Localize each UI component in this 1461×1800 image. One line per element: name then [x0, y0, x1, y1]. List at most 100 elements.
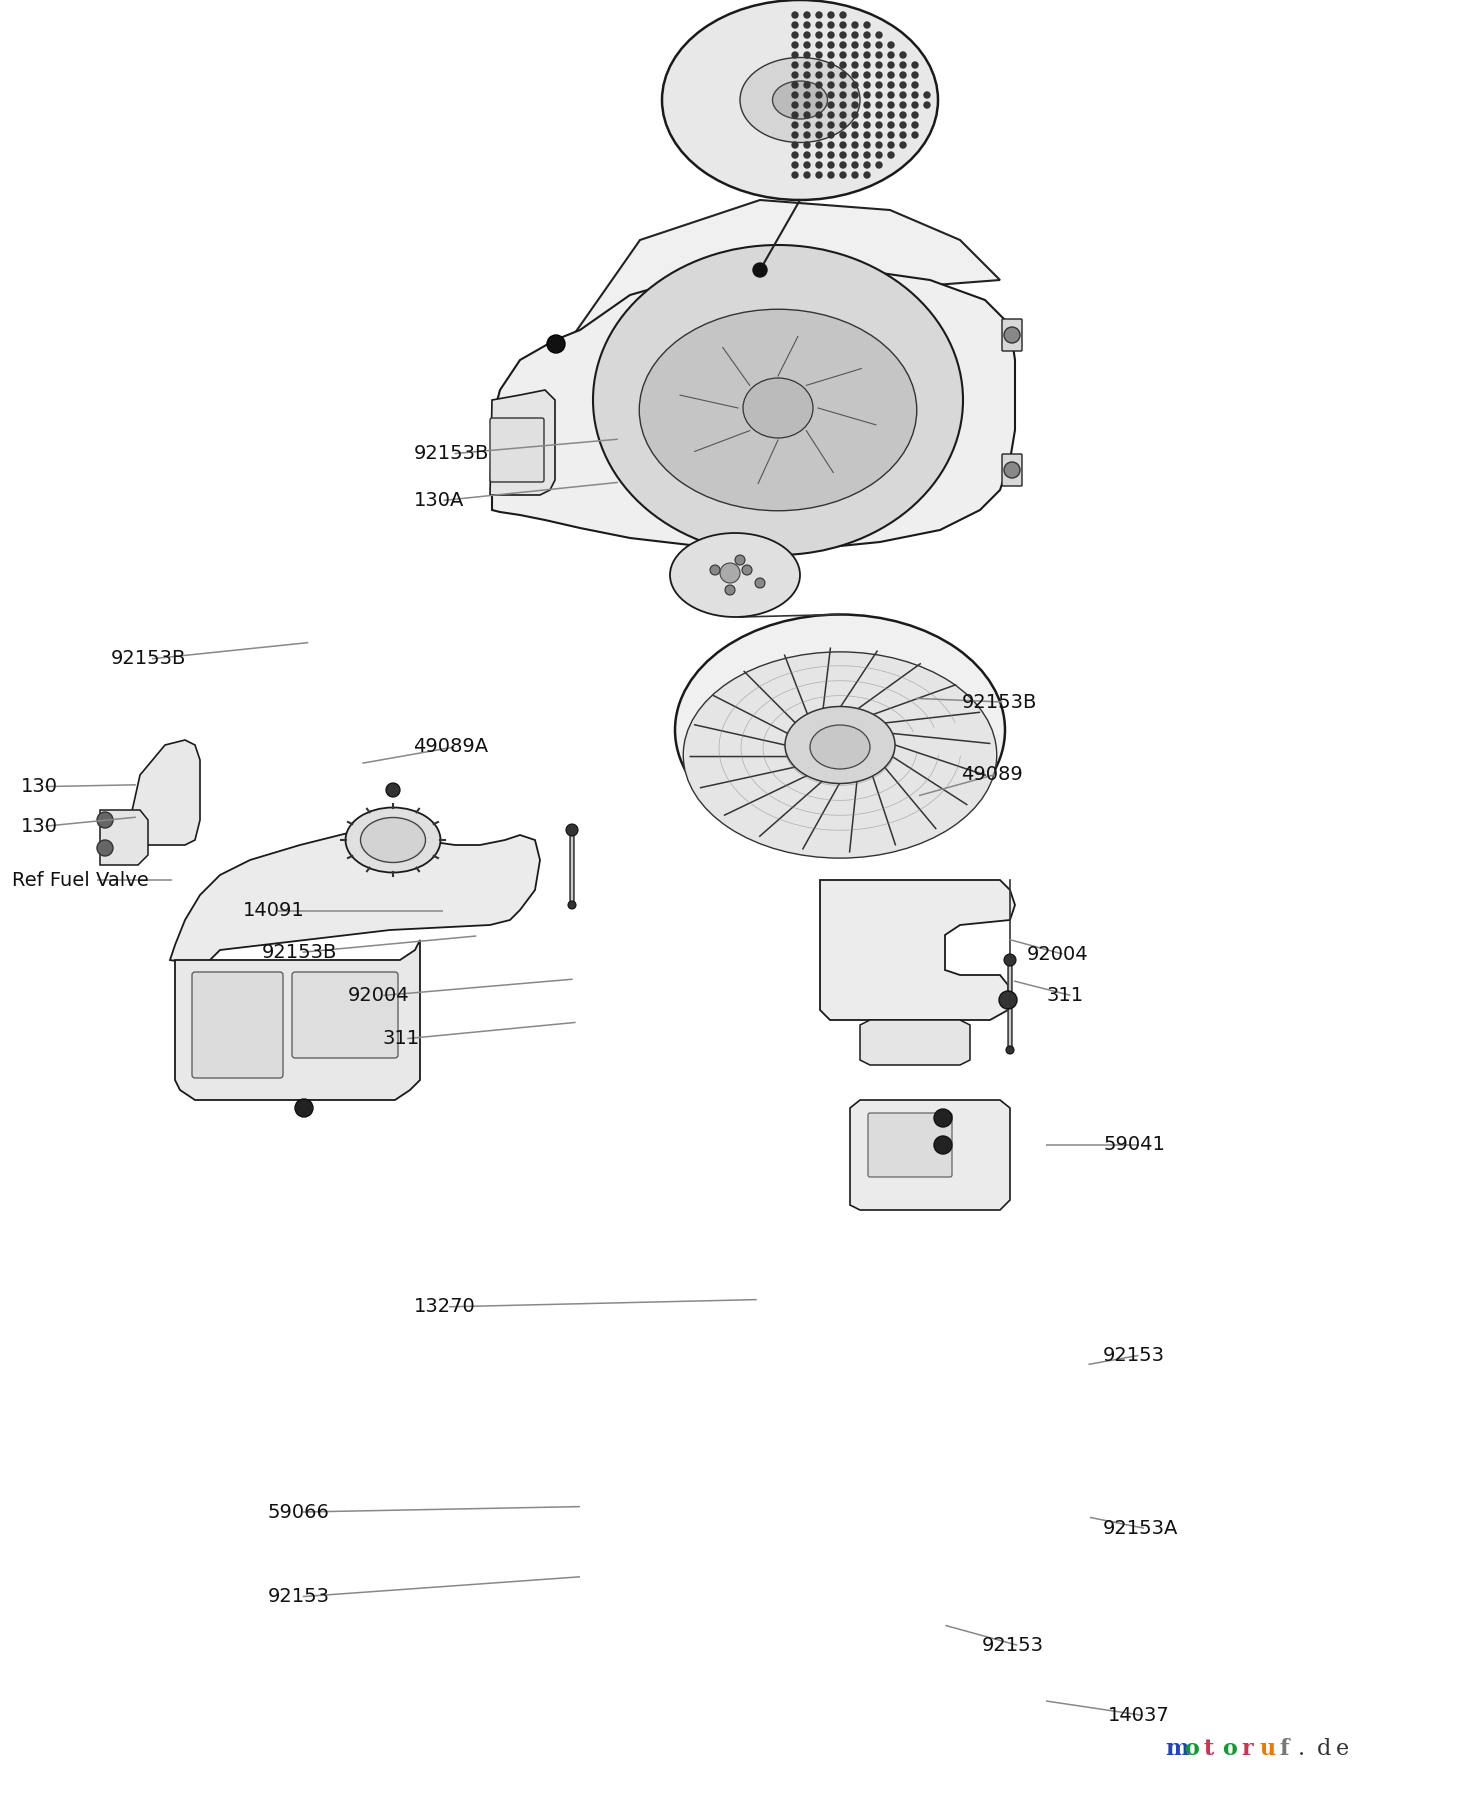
- Circle shape: [999, 992, 1017, 1010]
- Circle shape: [852, 162, 858, 167]
- Circle shape: [877, 52, 882, 58]
- Text: 92004: 92004: [1027, 945, 1088, 963]
- Circle shape: [755, 578, 766, 589]
- Circle shape: [840, 13, 846, 18]
- Circle shape: [804, 52, 809, 58]
- Circle shape: [900, 142, 906, 148]
- Circle shape: [863, 173, 869, 178]
- Circle shape: [888, 103, 894, 108]
- Circle shape: [852, 92, 858, 97]
- Circle shape: [863, 41, 869, 49]
- Circle shape: [877, 41, 882, 49]
- Circle shape: [742, 565, 752, 574]
- Text: 59041: 59041: [1103, 1136, 1164, 1154]
- Circle shape: [817, 72, 823, 77]
- Circle shape: [863, 61, 869, 68]
- Circle shape: [817, 142, 823, 148]
- Circle shape: [96, 812, 112, 828]
- Circle shape: [817, 22, 823, 29]
- Circle shape: [863, 22, 869, 29]
- Circle shape: [828, 83, 834, 88]
- Circle shape: [888, 112, 894, 119]
- Circle shape: [888, 131, 894, 139]
- Circle shape: [852, 112, 858, 119]
- Circle shape: [828, 173, 834, 178]
- Circle shape: [900, 83, 906, 88]
- Circle shape: [804, 122, 809, 128]
- Circle shape: [852, 173, 858, 178]
- Circle shape: [877, 61, 882, 68]
- Circle shape: [852, 83, 858, 88]
- Circle shape: [888, 52, 894, 58]
- Circle shape: [804, 13, 809, 18]
- Circle shape: [546, 335, 565, 353]
- Text: 311: 311: [383, 1030, 419, 1048]
- Circle shape: [792, 142, 798, 148]
- Circle shape: [817, 41, 823, 49]
- Circle shape: [804, 22, 809, 29]
- Polygon shape: [820, 880, 1015, 1021]
- Circle shape: [804, 142, 809, 148]
- Circle shape: [900, 103, 906, 108]
- Circle shape: [888, 41, 894, 49]
- Circle shape: [840, 151, 846, 158]
- Circle shape: [725, 585, 735, 596]
- Ellipse shape: [744, 378, 812, 437]
- Circle shape: [817, 103, 823, 108]
- Text: o: o: [1183, 1739, 1199, 1760]
- Circle shape: [710, 565, 720, 574]
- Circle shape: [792, 61, 798, 68]
- Circle shape: [888, 92, 894, 97]
- Circle shape: [96, 841, 112, 857]
- Circle shape: [840, 41, 846, 49]
- Text: 130A: 130A: [413, 491, 463, 509]
- Text: r: r: [1240, 1739, 1252, 1760]
- Polygon shape: [492, 265, 1015, 547]
- Circle shape: [804, 173, 809, 178]
- Circle shape: [792, 131, 798, 139]
- Circle shape: [877, 122, 882, 128]
- Circle shape: [828, 72, 834, 77]
- Circle shape: [912, 83, 918, 88]
- Circle shape: [840, 32, 846, 38]
- Circle shape: [877, 112, 882, 119]
- Circle shape: [840, 142, 846, 148]
- Circle shape: [817, 61, 823, 68]
- Circle shape: [900, 131, 906, 139]
- Circle shape: [817, 83, 823, 88]
- Circle shape: [900, 52, 906, 58]
- FancyBboxPatch shape: [292, 972, 397, 1058]
- Circle shape: [888, 83, 894, 88]
- Circle shape: [735, 554, 745, 565]
- Text: 49089A: 49089A: [413, 738, 488, 756]
- Circle shape: [817, 151, 823, 158]
- Circle shape: [912, 112, 918, 119]
- Circle shape: [912, 131, 918, 139]
- Circle shape: [888, 72, 894, 77]
- Ellipse shape: [640, 310, 916, 511]
- Circle shape: [828, 151, 834, 158]
- FancyBboxPatch shape: [489, 418, 543, 482]
- Circle shape: [888, 151, 894, 158]
- Circle shape: [804, 72, 809, 77]
- Circle shape: [888, 61, 894, 68]
- Circle shape: [934, 1109, 953, 1127]
- Circle shape: [900, 61, 906, 68]
- Circle shape: [900, 92, 906, 97]
- Circle shape: [863, 83, 869, 88]
- Circle shape: [792, 83, 798, 88]
- Circle shape: [877, 92, 882, 97]
- Circle shape: [888, 122, 894, 128]
- Circle shape: [828, 32, 834, 38]
- FancyBboxPatch shape: [1002, 319, 1023, 351]
- Circle shape: [852, 131, 858, 139]
- Ellipse shape: [785, 706, 896, 783]
- Polygon shape: [169, 830, 541, 965]
- Circle shape: [888, 142, 894, 148]
- Circle shape: [877, 103, 882, 108]
- Circle shape: [852, 52, 858, 58]
- Circle shape: [852, 142, 858, 148]
- Circle shape: [817, 162, 823, 167]
- Circle shape: [1007, 1046, 1014, 1055]
- Ellipse shape: [671, 533, 801, 617]
